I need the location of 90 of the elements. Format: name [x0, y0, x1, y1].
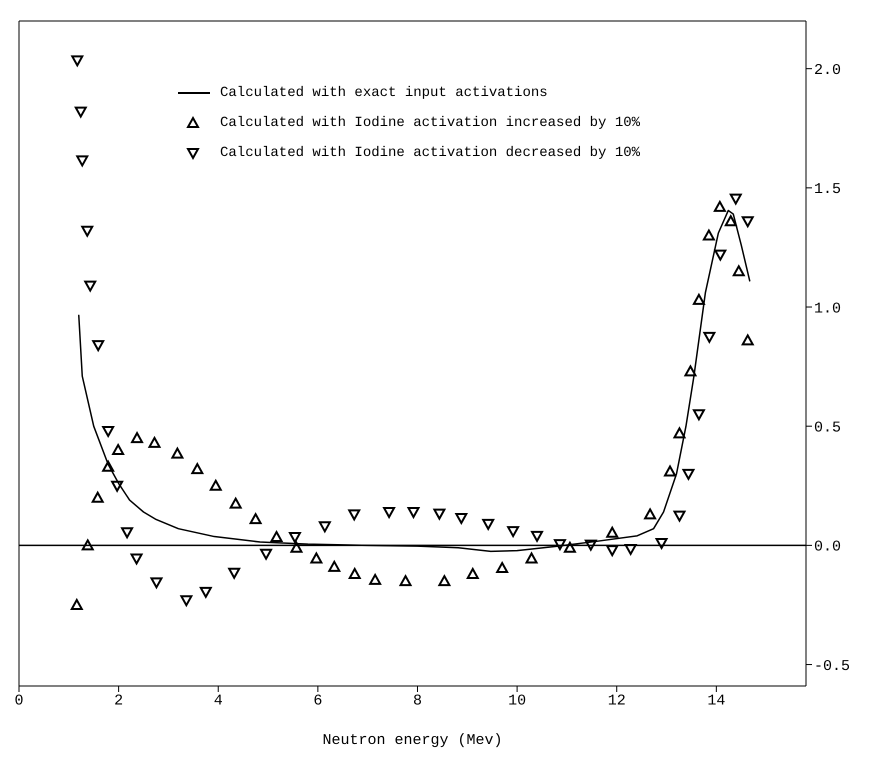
point	[433, 508, 446, 520]
point	[383, 507, 396, 518]
point	[673, 427, 686, 438]
point	[70, 598, 83, 610]
point	[482, 518, 494, 530]
point	[724, 215, 737, 226]
point	[692, 294, 705, 305]
x-axis-title: Neutron energy (Mev)	[322, 732, 503, 749]
y-tick-label: 0.0	[814, 538, 842, 556]
point	[210, 480, 222, 491]
point	[714, 200, 726, 212]
y-tick-label: 0.5	[814, 420, 842, 437]
point	[318, 521, 331, 532]
y-tick-label: -0.5	[814, 658, 850, 675]
point	[682, 468, 694, 480]
y-tick-label: 2.0	[814, 62, 842, 79]
point	[102, 426, 114, 437]
point	[111, 480, 124, 492]
x-tick-label: 8	[412, 692, 422, 710]
point	[400, 575, 412, 586]
point	[526, 552, 538, 564]
point	[102, 460, 114, 472]
y-tick-label: 1.5	[814, 181, 842, 198]
point	[507, 526, 520, 538]
point	[76, 155, 88, 166]
point	[131, 432, 144, 444]
x-tick-label: 6	[313, 692, 322, 710]
point	[369, 574, 382, 585]
legend-label: Calculated with Iodine activation decreased by 10%	[220, 144, 640, 163]
x-tick-label: 12	[608, 692, 626, 710]
legend-label: Calculated with exact input activations	[220, 84, 548, 103]
point	[584, 540, 597, 551]
point	[564, 542, 576, 553]
x-tick-label: 10	[508, 692, 526, 710]
point	[150, 577, 162, 588]
point	[732, 265, 745, 276]
point	[328, 560, 340, 572]
point	[407, 507, 420, 518]
point	[180, 595, 192, 606]
point	[82, 539, 94, 550]
point	[71, 55, 84, 66]
point	[466, 568, 479, 579]
y-tick-label: 1.0	[814, 300, 842, 318]
point	[664, 465, 676, 476]
point	[606, 545, 618, 556]
point	[250, 513, 262, 524]
point	[92, 340, 104, 352]
point	[438, 575, 450, 586]
point	[230, 498, 242, 509]
x-tick-label: 14	[707, 692, 726, 710]
point	[455, 512, 468, 524]
x-tick-label: 2	[114, 692, 124, 710]
x-tick-label: 0	[14, 692, 24, 710]
point	[288, 532, 301, 544]
point	[496, 562, 508, 574]
legend-label: Calculated with Iodine activation increased by 10%	[220, 114, 640, 133]
point	[348, 509, 360, 520]
point	[270, 531, 283, 542]
point	[692, 409, 705, 420]
point	[742, 216, 754, 228]
point	[348, 568, 361, 579]
point	[554, 539, 566, 550]
x-tick-label: 4	[214, 692, 223, 710]
point	[121, 527, 134, 538]
point	[112, 444, 124, 456]
point	[191, 463, 204, 474]
point	[130, 553, 143, 564]
point	[673, 510, 686, 522]
point	[684, 365, 696, 376]
point	[656, 538, 668, 549]
point	[84, 280, 96, 292]
point	[92, 492, 104, 503]
point	[714, 250, 726, 261]
point	[310, 552, 322, 564]
point	[606, 526, 618, 538]
point	[742, 334, 754, 346]
point	[730, 194, 742, 205]
point	[531, 530, 544, 542]
point	[290, 542, 302, 553]
point	[200, 586, 212, 598]
point	[703, 332, 716, 343]
point	[260, 548, 272, 560]
point	[171, 448, 184, 459]
point	[644, 508, 656, 520]
point	[624, 544, 637, 555]
point	[81, 226, 94, 237]
point	[148, 436, 160, 448]
point	[74, 106, 87, 118]
point	[228, 568, 240, 579]
point	[702, 230, 715, 241]
